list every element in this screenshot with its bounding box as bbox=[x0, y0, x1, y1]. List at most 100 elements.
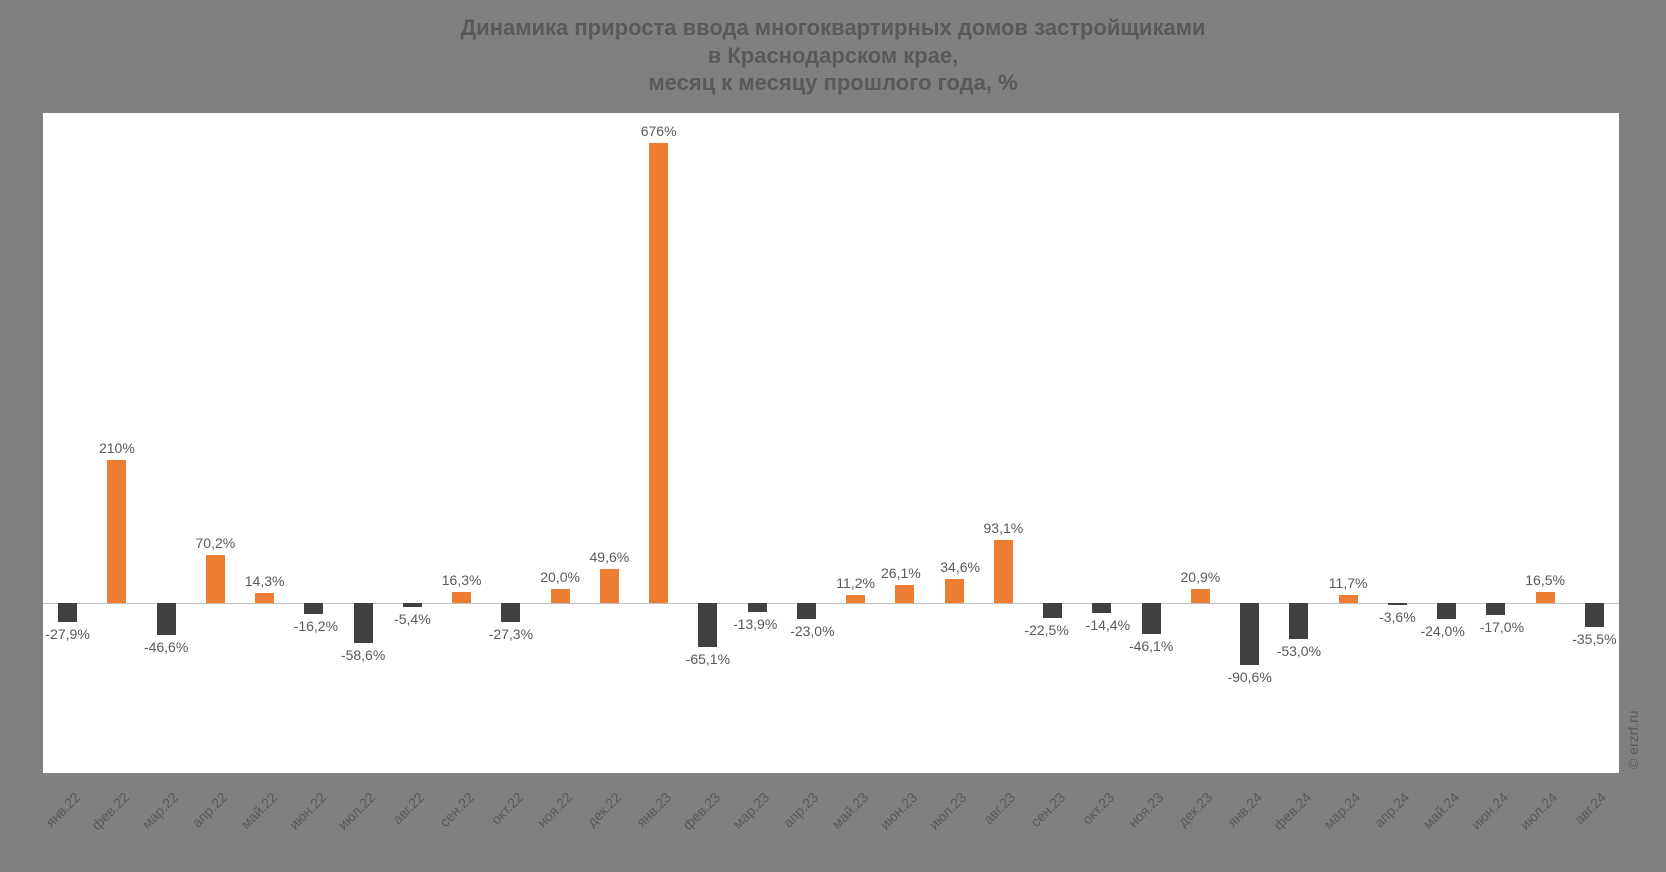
bar-value-label: 676% bbox=[629, 123, 689, 139]
bar-value-label: 26,1% bbox=[871, 565, 931, 581]
bar bbox=[1339, 595, 1358, 603]
bar-value-label: 49,6% bbox=[579, 549, 639, 565]
x-axis-label: дек.23 bbox=[1175, 789, 1216, 830]
bar bbox=[1486, 603, 1505, 615]
bar bbox=[698, 603, 717, 647]
bar bbox=[1289, 603, 1308, 639]
x-axis-label: авг.24 bbox=[1571, 789, 1609, 827]
bar-value-label: -46,6% bbox=[136, 639, 196, 655]
x-axis-label: июн.22 bbox=[286, 789, 329, 832]
x-axis-label: фев.23 bbox=[679, 789, 723, 833]
x-axis-label: окт.23 bbox=[1079, 789, 1117, 827]
x-axis-label: апр.24 bbox=[1371, 789, 1412, 830]
bar bbox=[1240, 603, 1259, 665]
bar bbox=[1043, 603, 1062, 618]
bar bbox=[1388, 603, 1407, 605]
bar bbox=[206, 555, 225, 603]
x-axis-label: дек.22 bbox=[584, 789, 625, 830]
x-axis-label: сен.22 bbox=[436, 789, 477, 830]
x-axis-label: сен.23 bbox=[1027, 789, 1068, 830]
bar-value-label: -35,5% bbox=[1564, 631, 1624, 647]
bar bbox=[107, 460, 126, 603]
bar-value-label: -24,0% bbox=[1413, 623, 1473, 639]
bar-value-label: -22,5% bbox=[1017, 622, 1077, 638]
x-axis-label: июн.23 bbox=[877, 789, 920, 832]
bar-value-label: 11,7% bbox=[1318, 575, 1378, 591]
bar bbox=[354, 603, 373, 643]
bar-value-label: -14,4% bbox=[1078, 617, 1138, 633]
bar bbox=[452, 592, 471, 603]
bar-value-label: 20,9% bbox=[1170, 569, 1230, 585]
bar bbox=[157, 603, 176, 635]
bar-value-label: -58,6% bbox=[333, 647, 393, 663]
bar bbox=[304, 603, 323, 614]
bar-value-label: -5,4% bbox=[382, 611, 442, 627]
bar bbox=[945, 579, 964, 603]
bar bbox=[255, 593, 274, 603]
bar bbox=[797, 603, 816, 619]
bar-value-label: 34,6% bbox=[930, 559, 990, 575]
bar bbox=[1437, 603, 1456, 619]
bar bbox=[846, 595, 865, 603]
x-axis-label: июл.23 bbox=[926, 789, 970, 833]
bar-value-label: -65,1% bbox=[678, 651, 738, 667]
plot-area: -27,9%210%-46,6%70,2%14,3%-16,2%-58,6%-5… bbox=[43, 113, 1619, 773]
bar bbox=[1092, 603, 1111, 613]
x-axis-label: окт.22 bbox=[488, 789, 526, 827]
x-axis-label: июн.24 bbox=[1468, 789, 1511, 832]
x-axis-label: фев.22 bbox=[88, 789, 132, 833]
bar bbox=[994, 540, 1013, 603]
x-axis-label: янв.24 bbox=[1224, 789, 1265, 830]
bar-value-label: -13,9% bbox=[725, 616, 785, 632]
bar-value-label: 20,0% bbox=[530, 569, 590, 585]
x-axis-label: апр.22 bbox=[189, 789, 230, 830]
bar-value-label: 16,5% bbox=[1515, 572, 1575, 588]
x-axis-label: ноя.22 bbox=[534, 789, 575, 830]
bar bbox=[403, 603, 422, 607]
chart-frame: Динамика прироста ввода многоквартирных … bbox=[0, 0, 1666, 872]
bar bbox=[551, 589, 570, 603]
bar bbox=[649, 143, 668, 603]
bar-value-label: 14,3% bbox=[235, 573, 295, 589]
bar bbox=[1536, 592, 1555, 603]
x-axis-label: мар.24 bbox=[1321, 789, 1364, 832]
bar bbox=[501, 603, 520, 622]
bar bbox=[1585, 603, 1604, 627]
x-axis-label: фев.24 bbox=[1270, 789, 1314, 833]
chart-title: Динамика прироста ввода многоквартирных … bbox=[0, 0, 1666, 97]
x-axis-label: авг.22 bbox=[389, 789, 427, 827]
bar-value-label: -90,6% bbox=[1220, 669, 1280, 685]
title-line-1: Динамика прироста ввода многоквартирных … bbox=[0, 14, 1666, 42]
bar-value-label: -27,9% bbox=[38, 626, 98, 642]
credit-text: © erzrf.ru bbox=[1625, 732, 1629, 769]
bar-value-label: -23,0% bbox=[782, 623, 842, 639]
x-axis-label: апр.23 bbox=[780, 789, 821, 830]
bar bbox=[748, 603, 767, 612]
x-axis-label: янв.22 bbox=[42, 789, 83, 830]
bar-value-label: -46,1% bbox=[1121, 638, 1181, 654]
x-axis-label: ноя.23 bbox=[1125, 789, 1166, 830]
bar bbox=[895, 585, 914, 603]
bar-value-label: 210% bbox=[87, 440, 147, 456]
x-axis-label: июл.24 bbox=[1517, 789, 1561, 833]
bar-value-label: -17,0% bbox=[1472, 619, 1532, 635]
bar-value-label: 70,2% bbox=[185, 535, 245, 551]
title-line-2: в Краснодарском крае, bbox=[0, 42, 1666, 70]
x-axis-label: июл.22 bbox=[335, 789, 379, 833]
bar-value-label: -53,0% bbox=[1269, 643, 1329, 659]
x-axis-label: мар.22 bbox=[139, 789, 182, 832]
bar-value-label: 16,3% bbox=[432, 572, 492, 588]
x-axis-label: май.23 bbox=[828, 789, 871, 832]
x-axis-label: мар.23 bbox=[730, 789, 773, 832]
title-line-3: месяц к месяцу прошлого года, % bbox=[0, 69, 1666, 97]
bar bbox=[1142, 603, 1161, 634]
x-axis-label: авг.23 bbox=[980, 789, 1018, 827]
bar-value-label: -27,3% bbox=[481, 626, 541, 642]
x-axis-label: май.24 bbox=[1419, 789, 1462, 832]
bar-value-label: 93,1% bbox=[973, 520, 1033, 536]
x-axis-label: янв.23 bbox=[633, 789, 674, 830]
bar bbox=[600, 569, 619, 603]
bar bbox=[58, 603, 77, 622]
x-axis-label: май.22 bbox=[237, 789, 280, 832]
bar-value-label: -16,2% bbox=[286, 618, 346, 634]
